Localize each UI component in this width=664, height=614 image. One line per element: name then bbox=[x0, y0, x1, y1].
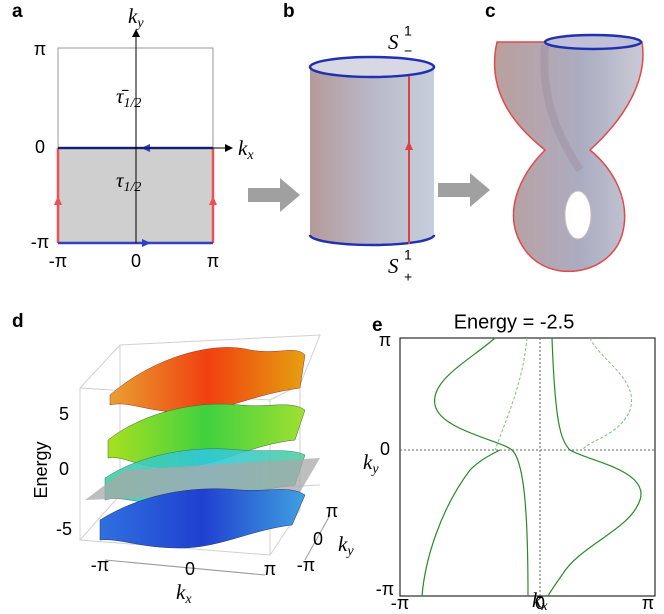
subscript: x bbox=[246, 148, 254, 163]
subscript: 1/2 bbox=[124, 96, 142, 111]
x-tick: 0 bbox=[185, 559, 195, 579]
y-tick: 0 bbox=[35, 137, 45, 157]
y-tick: π bbox=[34, 39, 46, 59]
y-axis-title: Energy bbox=[31, 441, 51, 498]
contour bbox=[422, 450, 500, 596]
transition-arrow bbox=[438, 173, 490, 207]
panel-label: b bbox=[283, 1, 295, 22]
figure: a ky kx π 0 -π -π 0 π τ̄1/2 τ1/2 b S 1 −… bbox=[0, 0, 664, 614]
x-tick: π bbox=[642, 593, 654, 613]
y-tick: -5 bbox=[56, 519, 72, 539]
x-tick: π bbox=[264, 559, 276, 579]
panel-label: a bbox=[12, 1, 23, 22]
x-tick: 0 bbox=[131, 251, 141, 271]
subscript: x bbox=[540, 599, 548, 614]
top-circle bbox=[545, 35, 641, 49]
subscript: y bbox=[345, 544, 354, 559]
axis-label: ky bbox=[128, 4, 144, 31]
contour-dashed bbox=[495, 338, 632, 450]
axis-label: kx bbox=[176, 580, 192, 607]
top-circle bbox=[310, 57, 434, 77]
cylinder bbox=[310, 67, 434, 245]
hole bbox=[565, 191, 591, 239]
y-tick: 0 bbox=[59, 459, 69, 479]
depth-tick: 0 bbox=[313, 529, 323, 549]
subscript: − bbox=[404, 43, 412, 59]
panel-label: d bbox=[12, 311, 24, 332]
y-tick: 5 bbox=[59, 404, 69, 424]
circle-label: S bbox=[388, 30, 399, 54]
axis-label: kx bbox=[238, 136, 254, 163]
contour bbox=[435, 338, 528, 596]
x-tick: -π bbox=[391, 593, 409, 613]
subscript: y bbox=[370, 462, 379, 477]
superscript: 1 bbox=[404, 23, 412, 39]
depth-tick: π bbox=[326, 501, 338, 521]
panel-d: d Energy 5 0 -5 -π 0 π kx π 0 -π ky bbox=[12, 311, 354, 607]
panel-a: a ky kx π 0 -π -π 0 π τ̄1/2 τ1/2 bbox=[12, 1, 254, 271]
circle-label: S bbox=[388, 254, 399, 278]
subscript: x bbox=[184, 592, 192, 607]
transition-arrow bbox=[248, 178, 300, 212]
axis-label: kx bbox=[532, 588, 548, 614]
y-tick: π bbox=[379, 330, 391, 350]
contour bbox=[548, 338, 641, 596]
subscript: + bbox=[404, 269, 412, 285]
axis-label: ky bbox=[338, 532, 354, 559]
y-tick: 0 bbox=[380, 439, 390, 459]
subscript: 1/2 bbox=[124, 180, 142, 195]
superscript: 1 bbox=[404, 247, 412, 263]
axis-label: ky bbox=[363, 450, 379, 477]
band-surface bbox=[110, 347, 305, 412]
panel-label: c bbox=[485, 1, 496, 22]
panel-e: e Energy = -2.5 π 0 -π -π 0 π ky kx bbox=[363, 311, 655, 614]
x-tick: -π bbox=[49, 251, 67, 271]
plot-title: Energy = -2.5 bbox=[454, 311, 575, 333]
y-tick: -π bbox=[31, 232, 49, 252]
panel-b: b S 1 − S 1 + bbox=[283, 1, 434, 285]
subscript: y bbox=[135, 16, 144, 31]
depth-tick: -π bbox=[297, 555, 315, 575]
x-tick: -π bbox=[91, 555, 109, 575]
panel-c: c bbox=[485, 1, 643, 271]
x-tick: π bbox=[207, 251, 219, 271]
